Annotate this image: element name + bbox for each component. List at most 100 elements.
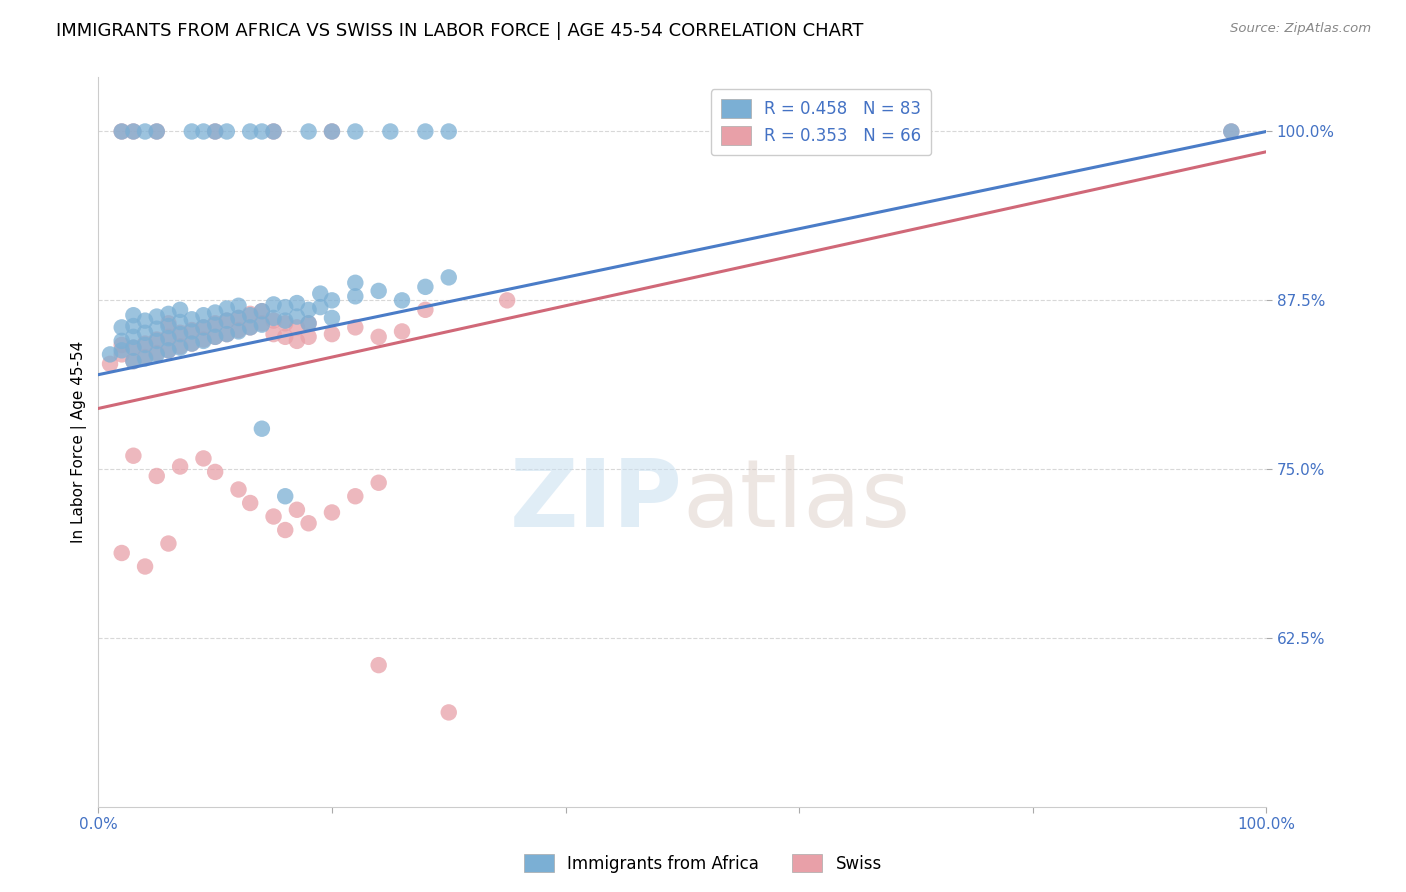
Point <box>367 658 389 673</box>
Point <box>274 489 297 503</box>
Point <box>215 327 238 342</box>
Point <box>193 334 215 348</box>
Point <box>169 327 191 342</box>
Point <box>263 313 285 327</box>
Point <box>204 305 226 319</box>
Point <box>496 293 519 308</box>
Point <box>180 325 202 339</box>
Point <box>321 506 343 520</box>
Point <box>180 312 202 326</box>
Point <box>215 124 238 138</box>
Point <box>145 334 167 348</box>
Point <box>122 124 145 138</box>
Point <box>122 354 145 368</box>
Point <box>145 124 167 138</box>
Point <box>145 322 167 336</box>
Point <box>1220 124 1243 138</box>
Point <box>367 330 389 344</box>
Point <box>344 276 367 290</box>
Point <box>204 465 226 479</box>
Point <box>157 536 180 550</box>
Point <box>98 357 121 371</box>
Point <box>321 327 343 342</box>
Point <box>122 449 145 463</box>
Point <box>134 351 156 366</box>
Point <box>157 318 180 333</box>
Point <box>437 270 460 285</box>
Point <box>263 310 285 325</box>
Point <box>157 331 180 345</box>
Point <box>239 496 262 510</box>
Point <box>157 343 180 358</box>
Point <box>250 316 273 330</box>
Point <box>145 333 167 347</box>
Point <box>415 280 437 294</box>
Point <box>321 310 343 325</box>
Point <box>297 516 319 531</box>
Point <box>157 307 180 321</box>
Point <box>180 336 202 351</box>
Point <box>239 307 262 321</box>
Point <box>215 301 238 316</box>
Point <box>134 559 156 574</box>
Point <box>169 459 191 474</box>
Point <box>228 483 250 497</box>
Point <box>204 124 226 138</box>
Point <box>193 333 215 347</box>
Point <box>239 320 262 334</box>
Point <box>297 330 319 344</box>
Point <box>111 124 134 138</box>
Point <box>263 124 285 138</box>
Point <box>134 313 156 327</box>
Point <box>204 330 226 344</box>
Point <box>367 284 389 298</box>
Point <box>250 304 273 318</box>
Point <box>204 316 226 330</box>
Point <box>122 341 145 355</box>
Point <box>122 330 145 344</box>
Point <box>215 313 238 327</box>
Point <box>157 316 180 330</box>
Point <box>285 310 308 324</box>
Point <box>263 327 285 342</box>
Point <box>193 320 215 334</box>
Point <box>297 316 319 330</box>
Point <box>274 316 297 330</box>
Point <box>321 124 343 138</box>
Point <box>145 469 167 483</box>
Text: atlas: atlas <box>682 455 911 547</box>
Point <box>250 318 273 332</box>
Point <box>344 289 367 303</box>
Point <box>145 346 167 360</box>
Point <box>111 334 134 348</box>
Point <box>285 320 308 334</box>
Point <box>228 323 250 337</box>
Point <box>215 313 238 327</box>
Point <box>134 350 156 364</box>
Point <box>193 451 215 466</box>
Point <box>250 422 273 436</box>
Point <box>98 347 121 361</box>
Point <box>145 347 167 361</box>
Point <box>380 124 402 138</box>
Y-axis label: In Labor Force | Age 45-54: In Labor Force | Age 45-54 <box>72 341 87 543</box>
Point <box>169 326 191 340</box>
Point <box>122 341 145 355</box>
Point <box>169 315 191 329</box>
Point <box>274 300 297 314</box>
Point <box>122 318 145 333</box>
Point <box>111 124 134 138</box>
Point <box>250 304 273 318</box>
Point <box>145 124 167 138</box>
Point <box>157 330 180 344</box>
Point <box>111 343 134 358</box>
Point <box>274 330 297 344</box>
Point <box>297 302 319 317</box>
Text: IMMIGRANTS FROM AFRICA VS SWISS IN LABOR FORCE | AGE 45-54 CORRELATION CHART: IMMIGRANTS FROM AFRICA VS SWISS IN LABOR… <box>56 22 863 40</box>
Text: ZIP: ZIP <box>509 455 682 547</box>
Point <box>1220 124 1243 138</box>
Point <box>391 293 413 308</box>
Point <box>111 347 134 361</box>
Point <box>204 124 226 138</box>
Point <box>263 124 285 138</box>
